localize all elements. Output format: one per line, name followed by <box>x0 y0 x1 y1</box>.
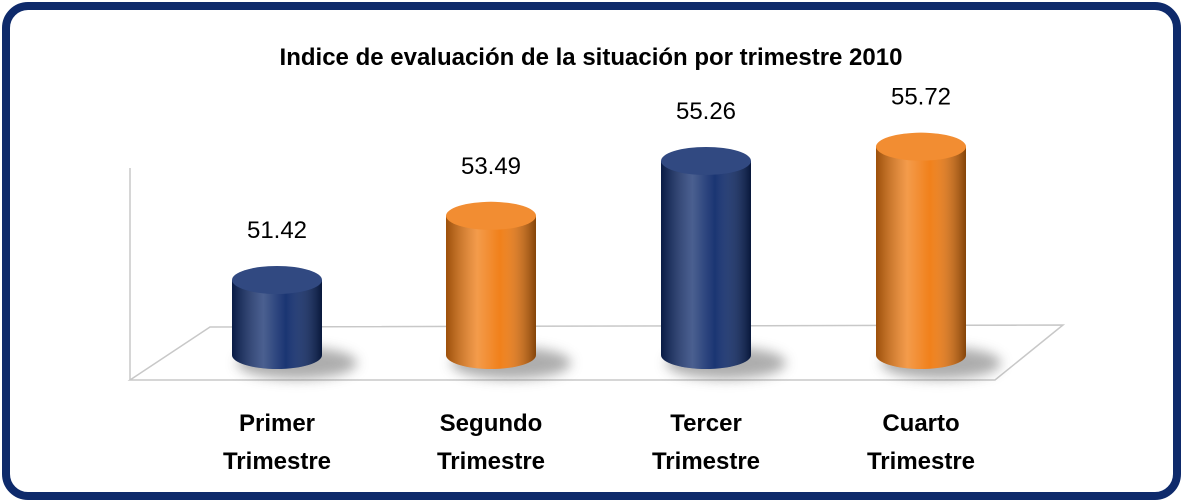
x-tick-label: Primer Trimestre <box>222 410 332 475</box>
bar-top-highlight <box>661 146 751 175</box>
bar-top-highlight <box>446 201 536 230</box>
bar <box>446 201 536 369</box>
bar-top <box>661 146 751 175</box>
value-label: 51.42 <box>247 217 307 244</box>
floor <box>127 168 1066 381</box>
bar-shading <box>661 160 751 369</box>
bar-top <box>232 265 322 294</box>
x-tick-label: Segundo Trimestre <box>436 410 546 475</box>
value-label: 55.72 <box>891 84 951 111</box>
bars: 51.42 53.49 55.26 55.72 <box>232 84 1001 379</box>
bar-top-highlight <box>232 265 322 294</box>
bar-top <box>446 201 536 230</box>
bar-top-highlight <box>876 132 966 161</box>
x-tick-label: Cuarto Trimestre <box>866 410 976 475</box>
bar <box>661 146 751 369</box>
bar <box>876 132 966 369</box>
x-tick-label: Tercer Trimestre <box>651 410 761 475</box>
bar-shading <box>446 215 536 369</box>
bar-top <box>876 132 966 161</box>
value-label: 53.49 <box>461 153 521 180</box>
chart-title: Indice de evaluación de la situación por… <box>280 44 903 71</box>
value-label: 55.26 <box>676 98 736 125</box>
bar <box>232 265 322 369</box>
bar-shading <box>876 146 966 369</box>
bar-shading <box>232 279 322 369</box>
